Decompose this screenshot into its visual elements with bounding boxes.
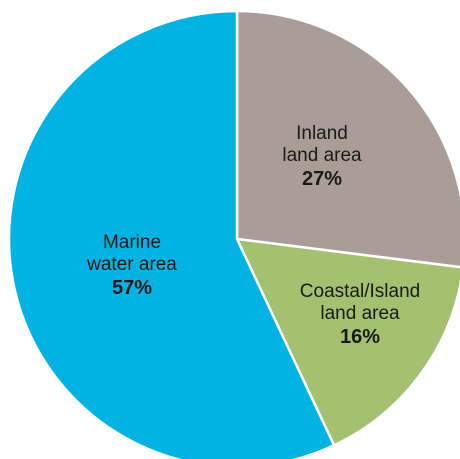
slice-label-1-line-1: land area: [320, 303, 400, 324]
slice-percent-2: 57%: [112, 277, 152, 299]
slice-percent-0: 27%: [302, 168, 342, 190]
pie-slice-0: [235, 9, 460, 269]
slice-label-0-line-0: Inland: [296, 123, 348, 144]
slice-label-0-line-1: land area: [282, 145, 362, 166]
pie-slice-1: [235, 237, 460, 447]
slice-label-1-line-0: Coastal/Island: [300, 281, 420, 302]
slice-percent-1: 16%: [340, 326, 380, 348]
pie-slice-2: [7, 9, 336, 459]
slice-label-2-line-0: Marine: [103, 232, 161, 253]
slice-label-2-line-1: water area: [86, 254, 177, 275]
slices-layer: [7, 9, 460, 459]
